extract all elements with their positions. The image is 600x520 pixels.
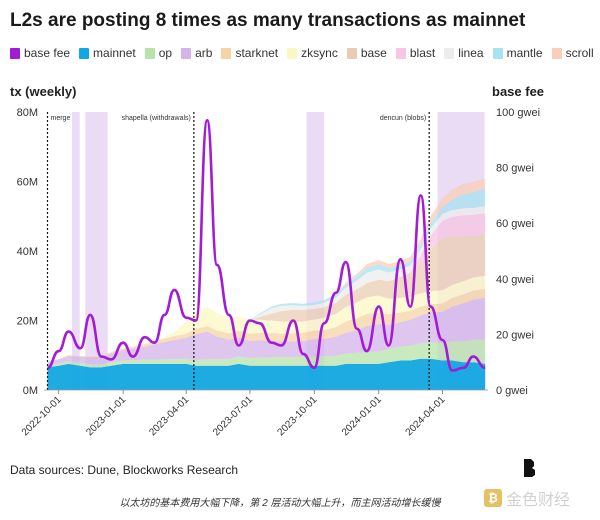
legend-item: mantle xyxy=(492,46,543,60)
legend-label: linea xyxy=(458,46,484,60)
legend-label: scroll xyxy=(565,46,594,60)
area-linea xyxy=(47,206,486,362)
event-label: dencun (blobs) xyxy=(380,115,426,122)
area-blast xyxy=(47,213,486,362)
x-tick-label: 2023-10-01 xyxy=(275,394,319,438)
y-right-tick-label: 40 gwei xyxy=(496,274,534,286)
area-base xyxy=(47,234,486,362)
y-right-tick-label: 80 gwei xyxy=(496,163,534,175)
series-line-base-fee xyxy=(47,119,486,372)
legend-label: base fee xyxy=(24,46,71,60)
legend-item: base fee xyxy=(10,46,70,60)
y-left-tick-label: 0M xyxy=(23,385,38,397)
watermark-text: 金色财经 xyxy=(506,492,571,509)
y-left-tick-label: 40M xyxy=(17,246,38,258)
legend-swatch xyxy=(79,47,90,59)
legend-label: blast xyxy=(409,46,436,60)
watermark: ₿ 金色财经 xyxy=(484,486,570,510)
event-label: shapella (withdrawals) xyxy=(122,115,191,122)
legend-swatch xyxy=(221,47,232,59)
y-right-tick-label: 60 gwei xyxy=(496,218,534,230)
legend-item: zksync xyxy=(287,46,338,60)
legend-swatch xyxy=(346,47,357,59)
area-op xyxy=(47,339,486,368)
legend-item: mainnet xyxy=(79,46,136,60)
legend: base fee mainnet op arb starknet zksync base bl… xyxy=(10,46,595,60)
legend-swatch xyxy=(144,47,155,59)
area-arb xyxy=(47,297,486,366)
legend-label: arb xyxy=(195,46,213,60)
legend-item: blast xyxy=(395,46,436,60)
x-tick-label: 2023-07-01 xyxy=(211,394,255,438)
legend-swatch xyxy=(287,47,298,59)
legend-swatch xyxy=(10,47,20,59)
legend-label: base xyxy=(360,46,387,60)
area-mainnet xyxy=(47,358,486,390)
event-label: merge xyxy=(51,115,71,122)
y-left-tick-label: 60M xyxy=(17,177,38,189)
legend-swatch xyxy=(395,47,406,59)
left-axis-title: tx (weekly) xyxy=(10,84,77,99)
legend-swatch xyxy=(492,47,503,59)
blockworks-logo-icon xyxy=(524,459,535,477)
watermark-logo-icon: ₿ xyxy=(484,489,502,507)
legend-label: starknet xyxy=(235,46,279,60)
shaded-period xyxy=(85,112,108,390)
x-tick-label: 2024-01-01 xyxy=(340,394,384,438)
legend-label: mainnet xyxy=(93,46,136,60)
chart-canvas: merge shapella (withdrawals) dencun (blobs… xyxy=(17,107,540,438)
legend-item: op xyxy=(144,46,173,60)
shaded-period xyxy=(72,112,80,390)
legend-swatch xyxy=(444,47,455,59)
y-left-tick-label: 20M xyxy=(17,316,38,328)
legend-label: mantle xyxy=(506,46,543,60)
legend-swatch xyxy=(181,47,192,59)
data-source-note: Data sources: Dune, Blockworks Research xyxy=(10,463,239,477)
right-axis-title: base fee xyxy=(492,84,545,99)
y-left-tick-label: 80M xyxy=(17,107,38,119)
y-right-tick-label: 0 gwei xyxy=(496,385,528,397)
y-right-tick-label: 100 gwei xyxy=(496,107,540,119)
legend-item: starknet xyxy=(221,46,278,60)
legend-item: scroll xyxy=(551,46,594,60)
legend-label: op xyxy=(158,46,173,60)
chart-title: L2s are posting 8 times as many transact… xyxy=(10,10,526,31)
legend-item: arb xyxy=(181,46,212,60)
x-tick-label: 2022-10-01 xyxy=(20,394,64,438)
x-tick-label: 2023-01-01 xyxy=(84,394,128,438)
legend-swatch xyxy=(551,47,562,59)
legend-item: base xyxy=(346,46,387,60)
y-right-tick-label: 20 gwei xyxy=(496,329,534,341)
caption: 以太坊的基本费用大幅下降，第 2 层活动大幅上升，而主网活动增长缓慢 xyxy=(119,498,441,509)
legend-item: linea xyxy=(444,46,484,60)
legend-label: zksync xyxy=(301,46,338,60)
x-tick-label: 2023-04-01 xyxy=(147,394,191,438)
x-tick-label: 2024-04-01 xyxy=(404,394,448,438)
